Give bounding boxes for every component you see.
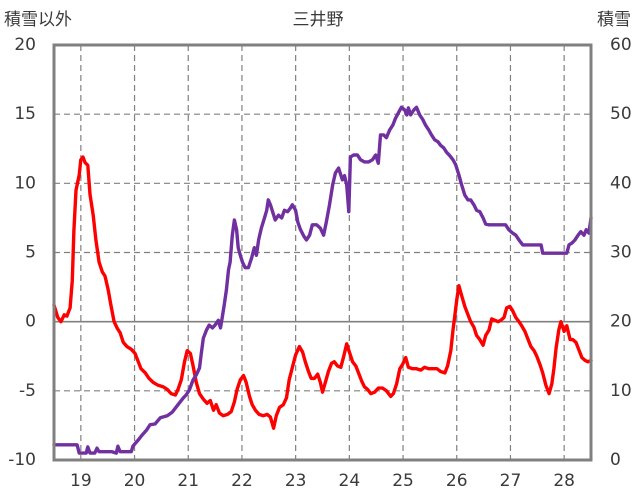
series-lines bbox=[52, 105, 593, 455]
x-tick-label: 25 bbox=[392, 471, 414, 491]
y-tick-label-right: 60 bbox=[610, 35, 632, 55]
left-axis-label: 積雪以外 bbox=[4, 10, 72, 30]
x-tick-label: 20 bbox=[124, 471, 146, 491]
tick-labels: 19 20 21 22 23 24 25 26 27 2820151050-5-106050403… bbox=[8, 35, 631, 491]
x-tick-label: 21 bbox=[177, 471, 199, 491]
gridlines bbox=[54, 45, 591, 460]
y-tick-label-right: 20 bbox=[610, 312, 632, 332]
y-tick-label-left: -5 bbox=[19, 381, 36, 401]
y-tick-label-left: -10 bbox=[8, 450, 36, 470]
x-tick-label: 24 bbox=[339, 471, 361, 491]
y-tick-label-left: 10 bbox=[14, 173, 36, 193]
y-tick-label-left: 5 bbox=[25, 243, 36, 263]
y-tick-label-right: 40 bbox=[610, 173, 632, 193]
right-axis-label: 積雪 bbox=[597, 10, 631, 30]
chart-title: 三井野 bbox=[293, 10, 344, 30]
plot-border bbox=[52, 43, 593, 462]
series-line-right-axis bbox=[52, 105, 593, 455]
x-tick-label: 22 bbox=[231, 471, 253, 491]
x-tick-label: 28 bbox=[553, 471, 575, 491]
x-tick-label: 27 bbox=[500, 471, 522, 491]
y-tick-label-left: 0 bbox=[25, 312, 36, 332]
y-tick-label-right: 0 bbox=[610, 450, 621, 470]
y-tick-label-right: 10 bbox=[610, 381, 632, 401]
x-tick-label: 26 bbox=[446, 471, 468, 491]
x-tick-label: 23 bbox=[285, 471, 307, 491]
y-tick-label-left: 15 bbox=[14, 104, 36, 124]
y-tick-label-right: 30 bbox=[610, 243, 632, 263]
y-tick-label-left: 20 bbox=[14, 35, 36, 55]
series-line-left-axis bbox=[52, 155, 593, 430]
y-tick-label-right: 50 bbox=[610, 104, 632, 124]
x-tick-label: 19 bbox=[70, 471, 92, 491]
